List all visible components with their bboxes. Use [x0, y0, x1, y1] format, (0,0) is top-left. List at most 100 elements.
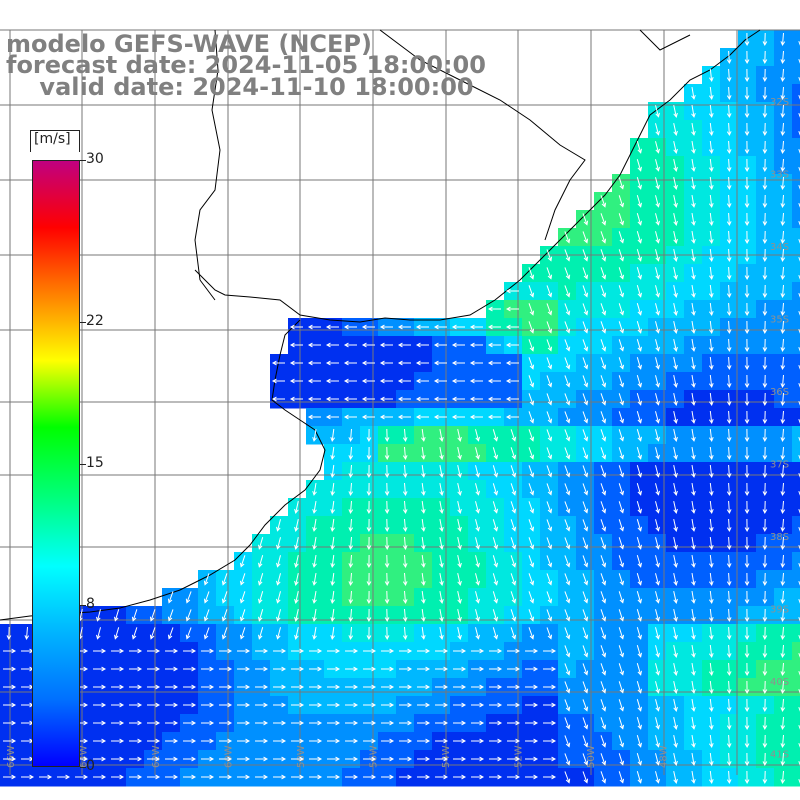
wind-arrow	[325, 342, 339, 348]
wind-arrow	[183, 756, 197, 762]
wind-cell	[792, 498, 800, 517]
wind-arrow	[564, 285, 571, 298]
wind-arrow	[655, 159, 660, 172]
lat-label: 40S	[770, 677, 789, 688]
wind-arrow	[673, 194, 678, 208]
wind-arrow	[673, 482, 678, 496]
wind-arrow	[421, 627, 426, 640]
wind-arrow	[744, 644, 750, 659]
wind-arrow	[507, 720, 521, 726]
wind-arrow	[744, 500, 750, 515]
wind-arrow	[528, 285, 535, 298]
wind-arrow	[726, 752, 732, 767]
wind-arrow	[453, 738, 467, 744]
wind-arrow	[744, 482, 750, 497]
wind-arrow	[276, 537, 281, 550]
wind-arrow	[417, 648, 431, 654]
wind-arrow	[762, 248, 768, 263]
wind-arrow	[708, 752, 714, 767]
wind-cell	[792, 192, 800, 211]
wind-arrow	[201, 774, 215, 780]
wind-arrow	[276, 555, 281, 568]
wind-arrow	[111, 774, 125, 780]
wind-arrow	[3, 666, 17, 672]
wind-arrow	[363, 702, 377, 708]
wind-arrow	[673, 428, 678, 442]
wind-arrow	[439, 591, 444, 604]
wind-arrow	[708, 482, 714, 497]
wind-arrow	[417, 774, 431, 780]
wind-arrow	[402, 626, 408, 641]
wind-arrow	[475, 483, 480, 496]
valid-date: valid date: 2024-11-10 18:00:00	[6, 73, 474, 101]
wind-arrow	[273, 738, 287, 744]
wind-arrow	[307, 324, 321, 330]
wind-arrow	[111, 684, 125, 690]
wind-arrow	[366, 518, 372, 533]
wind-arrow	[289, 342, 303, 348]
wind-arrow	[510, 465, 517, 478]
wind-arrow	[708, 86, 714, 101]
wind-arrow	[618, 627, 625, 640]
wind-cell	[792, 606, 800, 625]
wind-arrow	[183, 738, 197, 744]
wind-arrow	[600, 303, 607, 316]
wind-arrow	[673, 122, 678, 136]
wind-arrow	[309, 774, 323, 780]
wind-arrow	[471, 756, 485, 762]
wind-arrow	[798, 509, 800, 514]
wind-cell	[792, 552, 800, 571]
colorbar-tick-label: 8	[86, 596, 95, 613]
wind-arrow	[219, 774, 233, 780]
wind-arrow	[114, 627, 120, 640]
wind-arrow	[543, 720, 557, 726]
wind-arrow	[780, 680, 786, 695]
wind-cell	[792, 426, 800, 445]
wind-arrow	[708, 320, 714, 335]
wind-arrow	[505, 324, 519, 330]
wind-arrow	[528, 267, 535, 280]
wind-arrow	[744, 68, 750, 83]
wind-arrow	[528, 519, 535, 532]
wind-arrow	[708, 608, 714, 623]
wind-arrow	[492, 537, 499, 550]
wind-arrow	[366, 482, 372, 497]
wind-arrow	[237, 774, 251, 780]
wind-arrow	[798, 761, 800, 766]
wind-arrow	[345, 774, 359, 780]
wind-arrow	[708, 680, 714, 695]
wind-arrow	[345, 702, 359, 708]
wind-arrow	[691, 483, 696, 496]
wind-arrow	[744, 698, 750, 713]
wind-arrow	[600, 573, 607, 586]
wind-arrow	[93, 774, 107, 780]
wind-arrow	[433, 396, 447, 402]
wind-arrow	[507, 738, 521, 744]
wind-arrow	[600, 393, 607, 406]
wind-arrow	[762, 86, 768, 101]
wind-arrow	[636, 681, 642, 694]
wind-arrow	[708, 500, 714, 515]
wind-arrow	[564, 447, 571, 460]
wind-arrow	[183, 684, 197, 690]
wind-arrow	[294, 608, 299, 622]
wind-arrow	[475, 429, 480, 442]
wind-arrow	[528, 501, 535, 514]
wind-arrow	[744, 338, 750, 353]
wind-arrow	[453, 702, 467, 708]
wind-arrow	[762, 392, 768, 407]
wind-arrow	[129, 738, 143, 744]
wind-arrow	[708, 284, 714, 299]
wind-arrow	[744, 590, 750, 605]
wind-arrow	[348, 626, 354, 641]
wind-arrow	[475, 465, 480, 478]
wind-arrow	[798, 311, 800, 316]
wind-arrow	[255, 738, 269, 744]
wind-arrow	[582, 465, 589, 478]
wind-arrow	[798, 113, 800, 118]
wind-arrow	[726, 392, 732, 407]
wind-arrow	[469, 360, 483, 366]
wind-arrow	[471, 774, 485, 780]
wind-arrow	[366, 428, 372, 443]
wind-arrow	[582, 267, 589, 280]
